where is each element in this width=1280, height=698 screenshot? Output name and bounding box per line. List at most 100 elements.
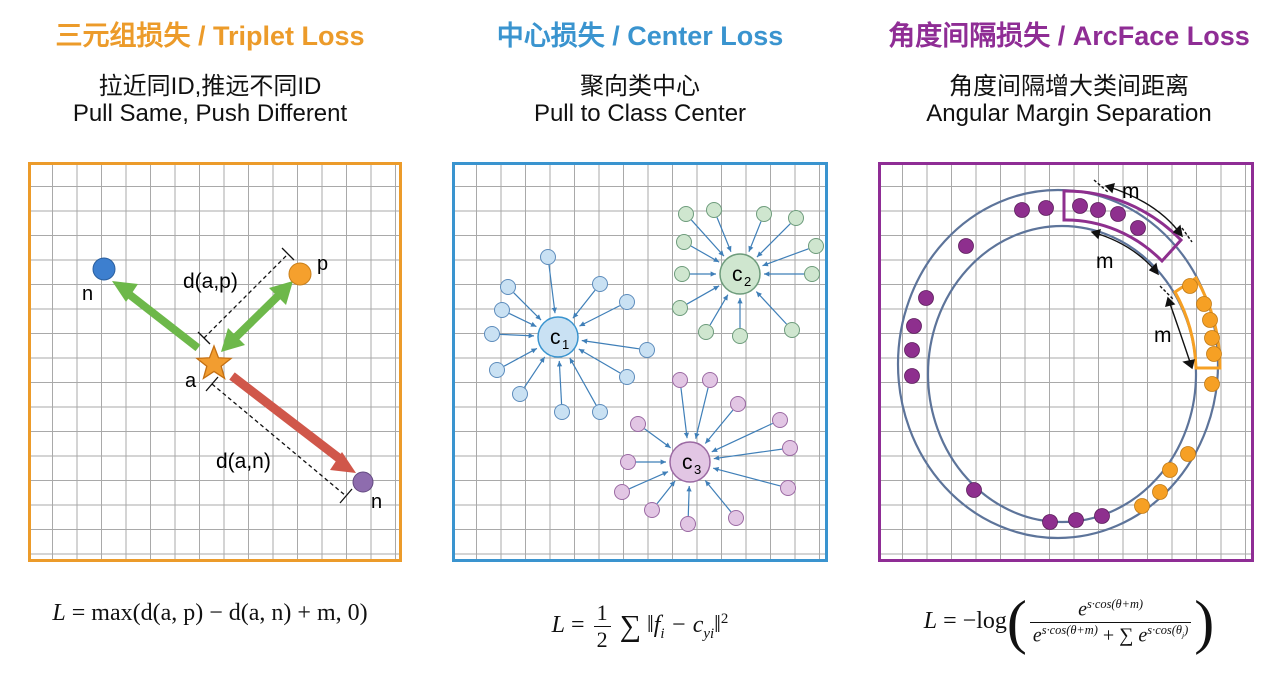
- margin-label-top: m: [1122, 180, 1140, 203]
- margin-label-mid: m: [1096, 250, 1114, 273]
- arrow-head: [664, 442, 671, 448]
- feature-dot: [620, 454, 636, 470]
- arrow-head: [713, 455, 720, 461]
- class-a-dot: [1072, 198, 1088, 214]
- class-a-dot: [1014, 202, 1030, 218]
- arcface-subtitle-en: Angular Margin Separation: [926, 100, 1212, 127]
- distance-an-guide: [205, 376, 353, 504]
- negative-dot-left: [92, 257, 116, 281]
- positive-dot: [288, 262, 312, 286]
- feature-dot: [782, 440, 798, 456]
- pull-arrow: [680, 387, 688, 439]
- pull-arrow: [581, 339, 640, 350]
- arrow-head: [579, 321, 586, 327]
- arrow-head: [683, 432, 690, 439]
- feature-dot: [780, 480, 796, 496]
- svg-text:1: 1: [562, 337, 569, 352]
- pull-arrow: [629, 471, 669, 490]
- arcface-grid: [878, 162, 1254, 562]
- triplet-grid: [28, 162, 402, 562]
- center-c2: c 2: [719, 253, 761, 295]
- cluster-1: [484, 249, 655, 420]
- feature-dot: [630, 416, 646, 432]
- arrow-head: [669, 480, 676, 487]
- arrow-head: [551, 307, 557, 314]
- arrow-head: [718, 250, 724, 257]
- pull-arrow: [503, 347, 538, 367]
- arrow-head: [530, 321, 537, 327]
- class-b-dot: [1204, 376, 1220, 392]
- class-b-dot: [1196, 296, 1212, 312]
- cluster-3: [614, 372, 798, 532]
- triplet-frame: [28, 162, 402, 562]
- class-a-dot: [904, 342, 920, 358]
- class-a-dot: [1090, 202, 1106, 218]
- triplet-subtitle-en: Pull Same, Push Different: [72, 100, 348, 127]
- pull-arrow: [716, 217, 732, 252]
- anchor-star: [195, 344, 233, 380]
- class-b-dot: [1202, 312, 1218, 328]
- arcface-title: 角度间隔损失 / ArcFace Loss: [888, 21, 1250, 51]
- margin-arrows: [1090, 179, 1195, 370]
- feature-dot: [489, 362, 505, 378]
- pull-arrow: [704, 409, 734, 444]
- arrow-head: [686, 485, 692, 492]
- margin-label-right: m: [1154, 324, 1172, 347]
- arrow-head: [556, 360, 563, 367]
- arrow-head: [530, 348, 537, 354]
- pull-arrow: [748, 221, 762, 252]
- arcface-diagram: m m m: [878, 162, 1254, 562]
- pull-arrow: [704, 480, 732, 513]
- distance-ap-guide: [197, 247, 295, 345]
- feature-dot: [804, 266, 820, 282]
- feature-dot: [788, 210, 804, 226]
- label-p: p: [317, 253, 328, 275]
- arrow-head: [756, 291, 762, 298]
- pull-arrow: [756, 223, 791, 258]
- arrow-head: [572, 312, 579, 319]
- feature-dot: [614, 484, 630, 500]
- arcface-formula: L = −log( es·cos(θ+m) es·cos(θ+m) + ∑ es…: [923, 589, 1215, 655]
- feature-dot: [554, 404, 570, 420]
- class-a-dot: [966, 482, 982, 498]
- svg-text:c: c: [682, 451, 693, 474]
- outer-ring: [896, 188, 1220, 540]
- center-c3: c 3: [669, 441, 711, 483]
- feature-dot: [732, 328, 748, 344]
- feature-dot: [730, 396, 746, 412]
- class-b-dot: [1182, 278, 1198, 294]
- arcface-column: 角度间隔损失 / ArcFace Loss 角度间隔增大类间距离 Angular…: [858, 0, 1280, 698]
- label-a: a: [185, 370, 197, 392]
- class-a-dot: [906, 318, 922, 334]
- pull-arrow: [690, 219, 725, 257]
- pull-arrow: [499, 333, 535, 337]
- class-a-dot: [1094, 508, 1110, 524]
- inner-ring: [926, 224, 1198, 524]
- arrow-head: [660, 459, 666, 465]
- arcface-frame: [878, 162, 1254, 562]
- arrow-head: [711, 447, 718, 452]
- arrow-head: [762, 261, 769, 267]
- pull-arrow-ap: [221, 281, 293, 352]
- center-diagram: c 1 c 2 c 3: [452, 162, 828, 562]
- arrow-head: [528, 333, 535, 339]
- pull-arrow: [548, 264, 556, 314]
- pull-arrow: [713, 467, 781, 487]
- arrow-head: [705, 437, 711, 444]
- feature-dot: [678, 206, 694, 222]
- class-b-dot: [1152, 484, 1168, 500]
- arrow-head: [535, 314, 542, 321]
- pull-arrow: [713, 448, 783, 460]
- feature-dot: [680, 516, 696, 532]
- label-dap: d(a,p): [183, 270, 238, 293]
- triplet-title: 三元组损失 / Triplet Loss: [55, 21, 365, 51]
- center-formula-frac: 1 2: [593, 600, 611, 653]
- arrow-head: [713, 257, 720, 263]
- center-grid: [452, 162, 828, 562]
- class-b-dot: [1180, 446, 1196, 462]
- triplet-diagram: n p a n d(a,p) d(a,n): [28, 162, 402, 562]
- pull-arrow: [572, 289, 596, 319]
- pull-arrow: [711, 422, 774, 453]
- pull-arrow: [579, 305, 621, 327]
- arrow-head: [569, 357, 575, 364]
